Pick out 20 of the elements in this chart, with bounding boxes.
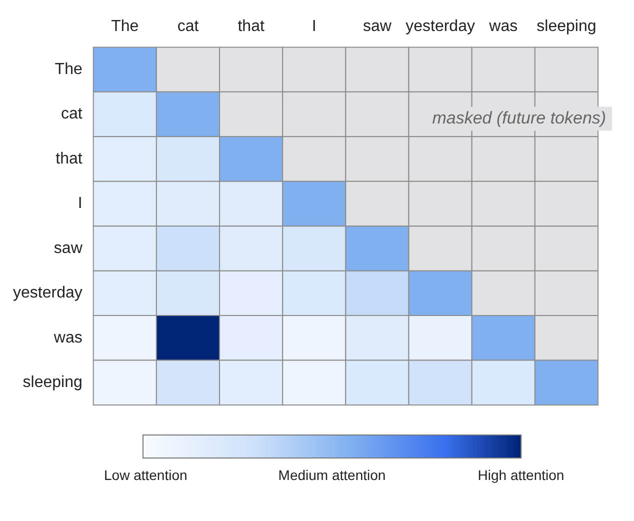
x-tick-label: yesterday: [406, 18, 475, 36]
x-tick-label: was: [488, 18, 518, 36]
y-tick-label: sleeping: [22, 374, 82, 392]
x-tick-label: The: [111, 18, 139, 36]
x-tick-label: I: [312, 18, 316, 36]
color-bar-label: Low attention: [104, 466, 188, 483]
y-tick-label: The: [54, 60, 82, 78]
color-bar-label: High attention: [478, 466, 564, 483]
y-tick-label: saw: [54, 240, 83, 257]
y-tick-label: I: [78, 195, 82, 212]
color-bar-label: Medium attention: [278, 466, 386, 483]
y-tick-label: was: [52, 329, 82, 346]
x-tick-label: cat: [177, 18, 200, 36]
annotation: masked (future tokens): [432, 108, 606, 128]
x-tick-label: saw: [362, 18, 392, 36]
y-tick-label: cat: [61, 106, 83, 123]
x-tick-label: that: [238, 18, 265, 36]
y-tick-label: yesterday: [12, 284, 82, 302]
y-tick-label: that: [56, 150, 83, 168]
x-tick-label: sleeping: [536, 18, 596, 36]
